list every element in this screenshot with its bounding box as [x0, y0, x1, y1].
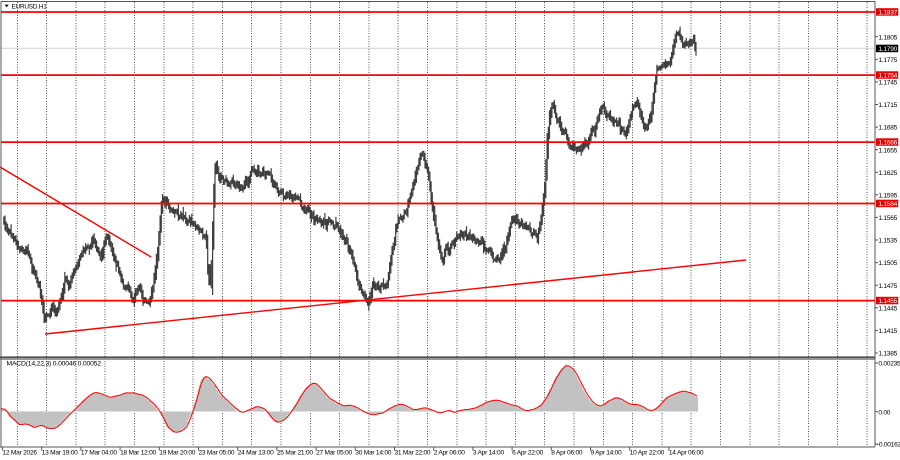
svg-text:1.1445: 1.1445: [878, 305, 897, 312]
svg-text:17 Mar 04:00: 17 Mar 04:00: [81, 450, 117, 457]
svg-text:3 Apr 14:00: 3 Apr 14:00: [473, 450, 505, 457]
svg-text:1.1535: 1.1535: [878, 238, 897, 245]
svg-text:1.1584: 1.1584: [878, 201, 897, 208]
svg-text:24 Mar 13:00: 24 Mar 13:00: [238, 450, 274, 457]
svg-text:1.1625: 1.1625: [878, 170, 897, 177]
svg-text:1.1415: 1.1415: [878, 328, 897, 335]
svg-text:1.1565: 1.1565: [878, 215, 897, 222]
svg-text:8 Apr 06:00: 8 Apr 06:00: [551, 450, 583, 457]
svg-text:19 Mar 20:00: 19 Mar 20:00: [159, 450, 195, 457]
svg-text:10 Apr 22:00: 10 Apr 22:00: [630, 450, 665, 457]
svg-text:1.1685: 1.1685: [878, 125, 897, 132]
svg-text:1.1775: 1.1775: [878, 57, 897, 64]
svg-text:1.1805: 1.1805: [878, 34, 897, 41]
svg-text:0.00: 0.00: [878, 409, 890, 416]
svg-text:23 Mar 05:00: 23 Mar 05:00: [199, 450, 235, 457]
svg-text:14 Apr 06:00: 14 Apr 06:00: [669, 450, 704, 457]
svg-text:1.1837: 1.1837: [878, 10, 897, 17]
svg-text:9 Apr 14:00: 9 Apr 14:00: [591, 450, 623, 457]
svg-text:1.1475: 1.1475: [878, 283, 897, 290]
svg-text:13 Mar 19:00: 13 Mar 19:00: [42, 450, 78, 457]
svg-text:25 Mar 21:00: 25 Mar 21:00: [277, 450, 313, 457]
svg-text:1.1790: 1.1790: [878, 46, 897, 53]
svg-text:1.1715: 1.1715: [878, 102, 897, 109]
svg-text:-0.00163: -0.00163: [877, 442, 900, 449]
svg-text:1.1595: 1.1595: [878, 192, 897, 199]
svg-text:0.00235: 0.00235: [878, 361, 900, 368]
svg-text:30 Mar 14:00: 30 Mar 14:00: [355, 450, 391, 457]
svg-text:2 Apr 06:00: 2 Apr 06:00: [434, 450, 466, 457]
svg-text:MACD(14,22,3) 0.00046 0.00052: MACD(14,22,3) 0.00046 0.00052: [7, 361, 102, 368]
svg-text:1.1745: 1.1745: [878, 80, 897, 87]
svg-text:27 Mar 05:00: 27 Mar 05:00: [316, 450, 352, 457]
svg-text:1.1385: 1.1385: [878, 351, 897, 358]
svg-text:1.1666: 1.1666: [878, 140, 897, 147]
svg-text:1.1655: 1.1655: [878, 147, 897, 154]
svg-text:1.1505: 1.1505: [878, 260, 897, 267]
svg-text:18 Mar 12:00: 18 Mar 12:00: [120, 450, 156, 457]
svg-text:12 Mar 2026: 12 Mar 2026: [3, 450, 38, 457]
svg-text:1.1754: 1.1754: [878, 73, 897, 80]
svg-text:6 Apr 22:00: 6 Apr 22:00: [512, 450, 544, 457]
svg-text:EURUSD.H1: EURUSD.H1: [12, 4, 48, 11]
svg-text:31 Mar 22:00: 31 Mar 22:00: [395, 450, 431, 457]
svg-text:1.1455: 1.1455: [878, 298, 897, 305]
